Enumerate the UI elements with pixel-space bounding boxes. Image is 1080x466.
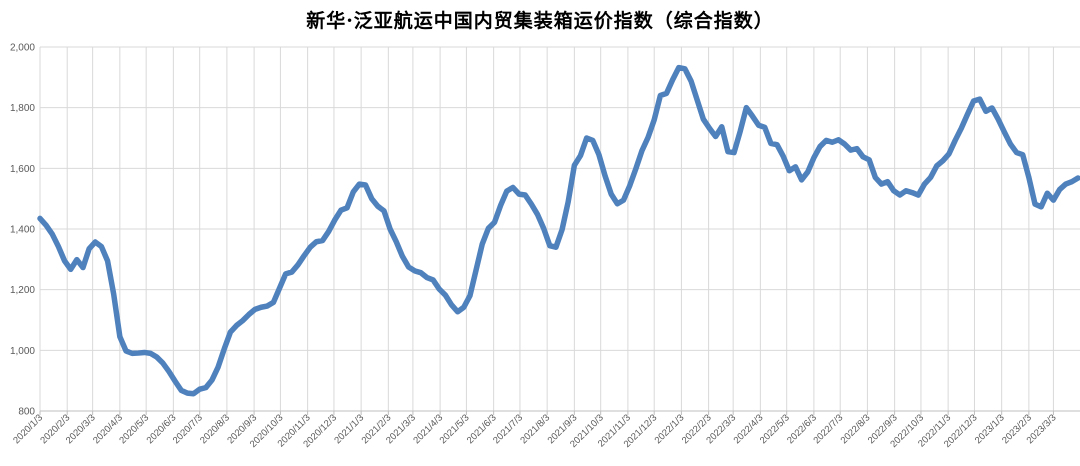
- y-tick-label: 1,800: [10, 103, 35, 114]
- y-tick-label: 800: [18, 407, 35, 418]
- chart-title: 新华·泛亚航运中国内贸集装箱运价指数（综合指数）: [306, 10, 774, 32]
- y-tick-labels: 800 1,000 1,200 1,400 1,600 1,800 2,000: [10, 43, 35, 418]
- x-axis-ticks: [39, 411, 1054, 415]
- y-tick-label: 1,000: [10, 346, 35, 357]
- y-tick-label: 1,200: [10, 285, 35, 296]
- y-tick-label: 2,000: [10, 43, 35, 54]
- index-line-series: [37, 64, 1080, 397]
- y-tick-label: 1,600: [10, 164, 35, 175]
- x-tick-labels: 2020/1/32020/2/32020/3/32020/4/32020/5/3…: [11, 412, 1058, 450]
- y-tick-label: 1,400: [10, 225, 35, 236]
